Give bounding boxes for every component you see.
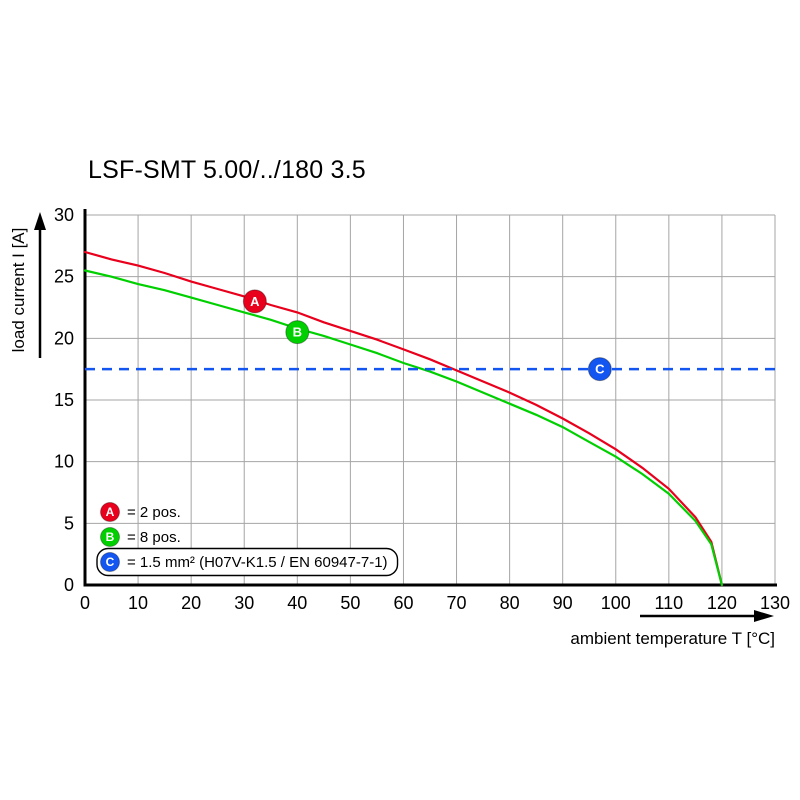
x-tick-label: 90	[553, 593, 573, 613]
x-tick-label: 80	[500, 593, 520, 613]
chart-title: LSF-SMT 5.00/../180 3.5	[88, 156, 366, 184]
x-tick-label: 120	[707, 593, 737, 613]
y-axis-label: load current I [A]	[9, 228, 28, 353]
legend-label-C: = 1.5 mm² (H07V-K1.5 / EN 60947-7-1)	[127, 554, 388, 571]
y-tick-label: 25	[54, 267, 74, 287]
legend-box-C	[96, 547, 399, 577]
y-tick-label: 5	[64, 513, 74, 533]
y-axis-arrow	[34, 212, 46, 358]
x-tick-label: 20	[181, 593, 201, 613]
legend-label-B: = 8 pos.	[127, 529, 181, 546]
marker-letter-C: C	[595, 362, 605, 377]
y-tick-label: 20	[54, 328, 74, 348]
y-tick-label: 0	[64, 575, 74, 595]
x-tick-label: 110	[654, 593, 683, 613]
x-axis-label: ambient temperature T [°C]	[570, 629, 775, 648]
marker-A	[242, 289, 267, 314]
legend-letter-B: B	[106, 530, 115, 544]
y-tick-label: 15	[54, 390, 74, 410]
legend-bullet-B	[100, 527, 120, 547]
x-tick-label: 0	[80, 593, 90, 613]
x-tick-label: 10	[128, 593, 148, 613]
grid-lines	[85, 214, 776, 585]
legend: A = 2 pos. B = 8 pos. C = 1.5 mm² (H07V-K1.5 …	[96, 502, 399, 577]
y-tick-label: 30	[54, 205, 74, 225]
curve-A	[83, 250, 724, 587]
x-tick-label: 130	[760, 593, 790, 613]
marker-B	[285, 320, 310, 345]
curve-B	[83, 269, 724, 587]
x-tick-label: 30	[234, 593, 254, 613]
legend-bullet-C	[100, 552, 120, 572]
x-axis-arrow	[640, 610, 774, 622]
y-tick-label: 10	[54, 452, 74, 472]
x-tick-label: 70	[447, 593, 467, 613]
legend-letter-C: C	[106, 555, 115, 569]
curve-markers: A B C	[242, 289, 612, 382]
marker-letter-A: A	[250, 294, 260, 309]
axis-lines	[83, 209, 777, 587]
x-tick-label: 40	[287, 593, 307, 613]
legend-label-A: = 2 pos.	[127, 504, 181, 521]
x-tick-label: 50	[340, 593, 360, 613]
marker-letter-B: B	[293, 325, 302, 340]
x-tick-label: 60	[393, 593, 413, 613]
x-tick-label: 100	[601, 593, 631, 613]
marker-C	[587, 357, 612, 382]
legend-letter-A: A	[106, 505, 115, 519]
tick-labels: 0 10 20 30 40 50 60 70 80 90 100 110 120 130 0 5 10 15 20 2…	[54, 205, 790, 613]
curves	[83, 250, 775, 587]
legend-bullet-A	[100, 502, 120, 522]
